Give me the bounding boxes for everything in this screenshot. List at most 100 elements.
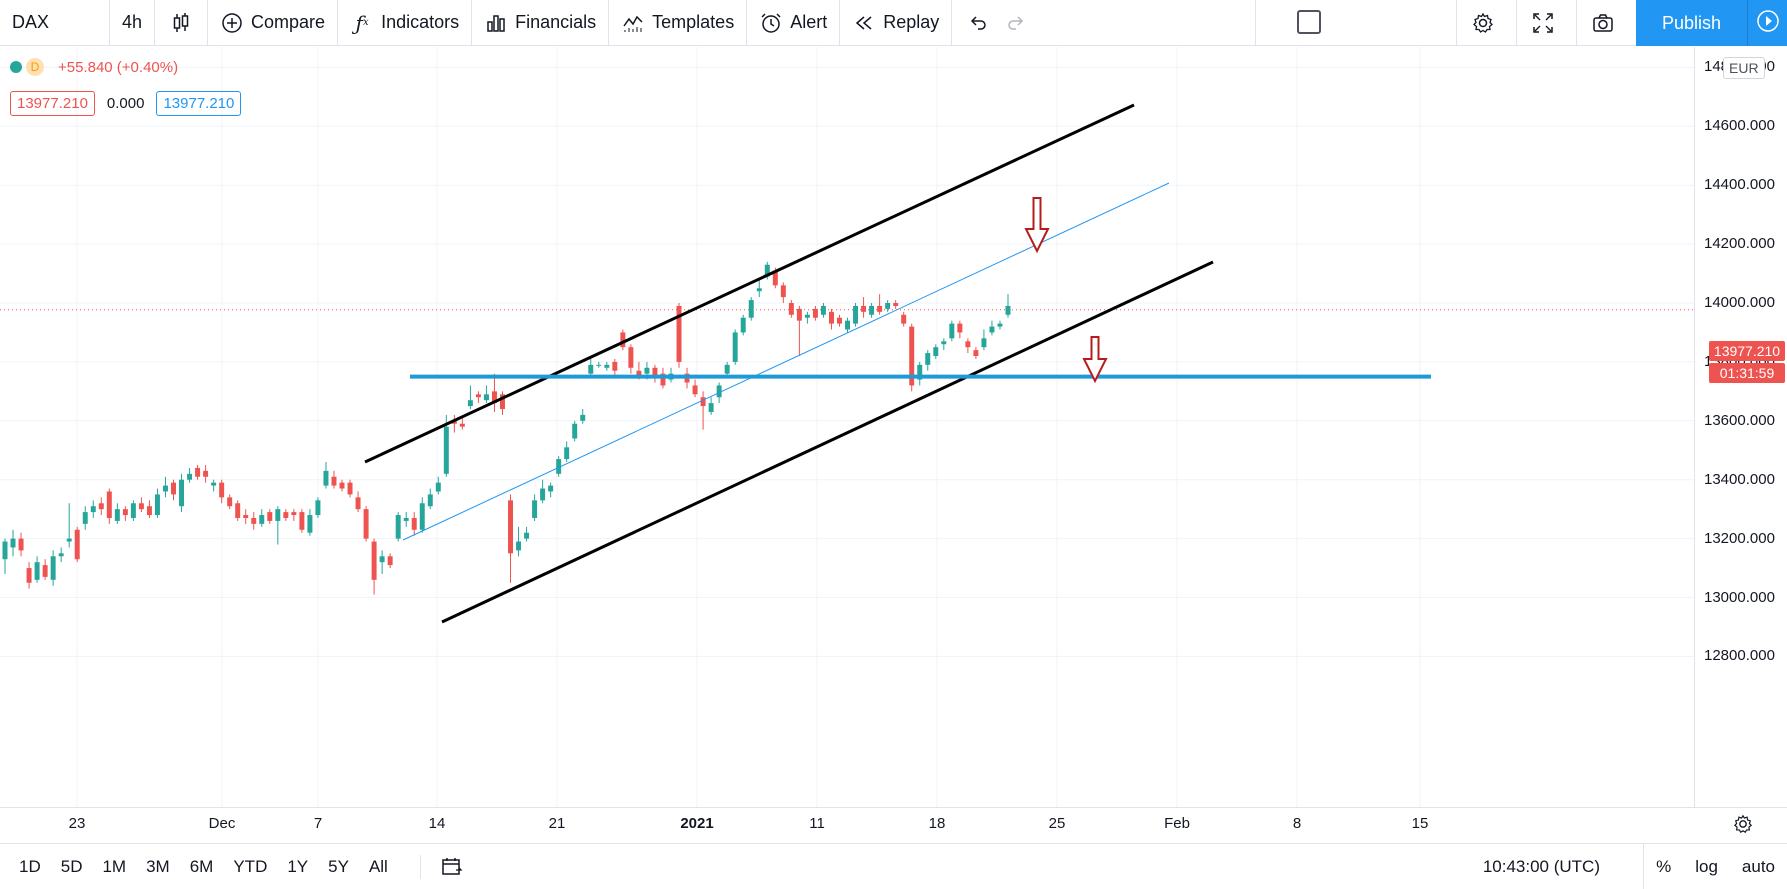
fullscreen-button[interactable] [1516, 0, 1576, 46]
candle-body [989, 326, 995, 333]
candle-body [933, 347, 939, 357]
publish-button[interactable]: Publish [1636, 0, 1747, 46]
candle-body [195, 467, 201, 477]
price-tick-label: 13600.000 [1704, 411, 1775, 429]
candle-body [772, 270, 778, 286]
candle-body [612, 361, 618, 371]
financials-button[interactable]: Financials [472, 0, 610, 46]
candle-body [251, 517, 257, 524]
redo-button[interactable] [1004, 0, 1042, 46]
candle-body [524, 532, 530, 539]
range-5y[interactable]: 5Y [328, 856, 349, 876]
candle-body [82, 512, 88, 524]
candle-body [291, 512, 297, 516]
snapshot-button[interactable] [1576, 0, 1636, 46]
time-tick-label: 2021 [680, 815, 714, 832]
candle-body [259, 515, 265, 524]
range-3m[interactable]: 3M [146, 856, 170, 876]
range-6m[interactable]: 6M [189, 856, 214, 876]
range-1y[interactable]: 1Y [287, 856, 309, 876]
candle-body [275, 509, 281, 521]
candle-body [435, 482, 441, 492]
log-toggle[interactable]: log [1695, 857, 1718, 876]
undo-icon [966, 11, 990, 35]
price-tick-label: 14200.000 [1704, 235, 1775, 253]
time-tick-label: Dec [208, 815, 236, 832]
candle-body [837, 317, 842, 324]
candle-body [74, 529, 80, 560]
time-tick-label: 21 [548, 815, 566, 832]
chart-drawings [364, 103, 1431, 624]
candle-body [796, 308, 802, 321]
time-tick-label: Feb [1164, 815, 1190, 832]
channel-lower-line [441, 260, 1214, 624]
candle-body [748, 300, 754, 318]
price-tick-label: 13000.000 [1704, 588, 1775, 606]
alert-label: Alert [790, 12, 828, 32]
layout-square-icon[interactable] [1297, 10, 1321, 34]
candle-body [957, 323, 963, 333]
replay-button[interactable]: Replay [840, 0, 953, 46]
calendar-icon [442, 857, 463, 875]
range-ytd[interactable]: YTD [233, 856, 268, 876]
gear-icon [1471, 11, 1495, 35]
candle-body [660, 373, 666, 386]
axis-settings-button[interactable] [1728, 811, 1758, 841]
gear-icon [1733, 814, 1753, 839]
candle-body [516, 541, 522, 551]
percent-toggle[interactable]: % [1656, 857, 1672, 876]
range-1m[interactable]: 1M [102, 856, 127, 876]
price-chart[interactable] [0, 47, 1694, 807]
candle-body [50, 556, 56, 580]
price-tick-label: 13400.000 [1704, 470, 1775, 488]
channel-upper-line [364, 103, 1135, 464]
candle-body [812, 308, 818, 318]
candle-body [387, 556, 393, 566]
candle-body [331, 476, 337, 486]
range-1d[interactable]: 1D [19, 856, 41, 876]
candle-body [604, 364, 610, 368]
range-5d[interactable]: 5D [60, 856, 83, 876]
redo-icon [1004, 11, 1028, 35]
candle-body [10, 538, 16, 548]
templates-button[interactable]: Templates [609, 0, 748, 46]
compare-button[interactable]: Compare [208, 0, 339, 46]
candle-body [18, 538, 24, 551]
down-arrow-lower [1082, 336, 1108, 384]
candle-body [283, 512, 289, 518]
financials-label: Financials [515, 12, 597, 32]
candle-body [925, 353, 931, 365]
candle-body [347, 482, 353, 495]
publish-menu-button[interactable] [1747, 0, 1787, 46]
auto-toggle[interactable]: auto [1741, 857, 1775, 876]
time-axis-border [0, 807, 1787, 808]
chart-type-button[interactable] [155, 0, 209, 46]
time-tick-label: 15 [1411, 815, 1429, 832]
interval-button[interactable]: 4h [110, 0, 156, 46]
alert-button[interactable]: Alert [747, 0, 841, 46]
last-price-label: 13977.210 [1709, 341, 1785, 361]
settings-button[interactable] [1456, 0, 1516, 46]
candle-body [708, 403, 714, 412]
currency-badge[interactable]: EUR [1723, 57, 1765, 79]
candle-body [451, 420, 457, 424]
play-circle-icon [1756, 9, 1780, 38]
symbol-search-button[interactable]: DAX [0, 0, 110, 46]
candle-body [716, 385, 722, 398]
candle-body [877, 305, 883, 312]
fullscreen-icon [1531, 11, 1555, 35]
candle-body [171, 482, 176, 495]
candle-body [700, 397, 706, 407]
candle-body [227, 497, 233, 507]
date-range-button[interactable] [419, 854, 463, 879]
clock-timezone[interactable]: 10:43:00 (UTC) [1482, 857, 1600, 876]
undo-button[interactable] [952, 0, 1004, 46]
visibility-dot-icon[interactable] [10, 61, 22, 73]
candle-body [267, 512, 273, 521]
candle-body [219, 482, 225, 498]
candle-body [724, 364, 730, 374]
range-all[interactable]: All [368, 856, 388, 876]
